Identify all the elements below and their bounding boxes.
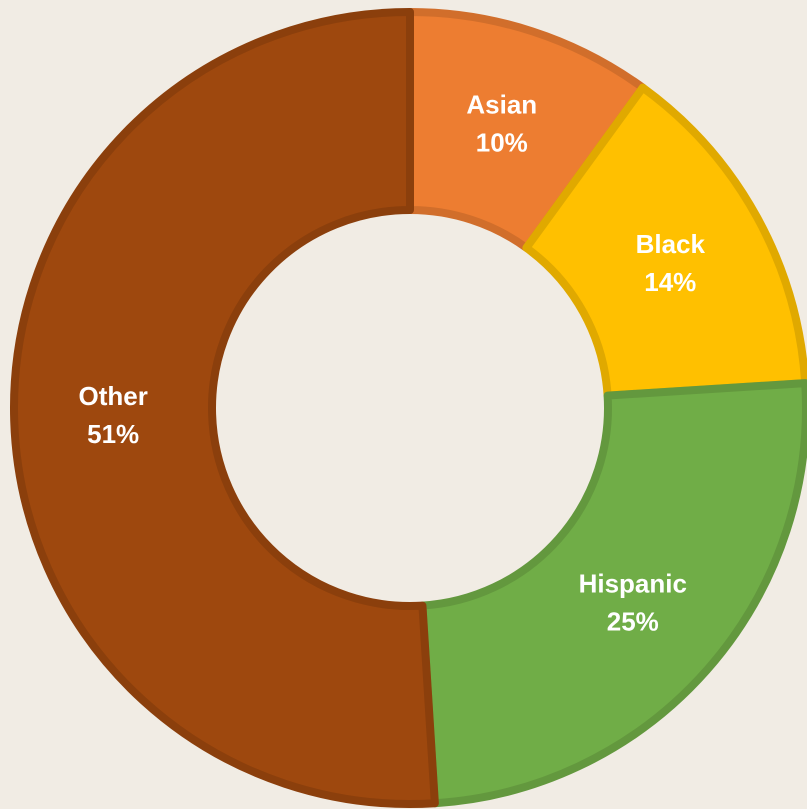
segment-label: Hispanic (579, 568, 687, 598)
chart: Asian 10% Black 14% Hispanic 25% Other 51% (0, 0, 807, 809)
segment-label: Asian (466, 89, 537, 119)
segment-label: Black (636, 229, 706, 259)
segment-value-label: 10% (476, 127, 528, 157)
segment-value-label: 51% (87, 419, 139, 449)
segment-label: Other (78, 381, 147, 411)
segment-value-label: 25% (607, 606, 659, 636)
segment-value-label: 14% (644, 267, 696, 297)
page: {"chart_data": {"type": "donut", "catego… (0, 0, 807, 809)
